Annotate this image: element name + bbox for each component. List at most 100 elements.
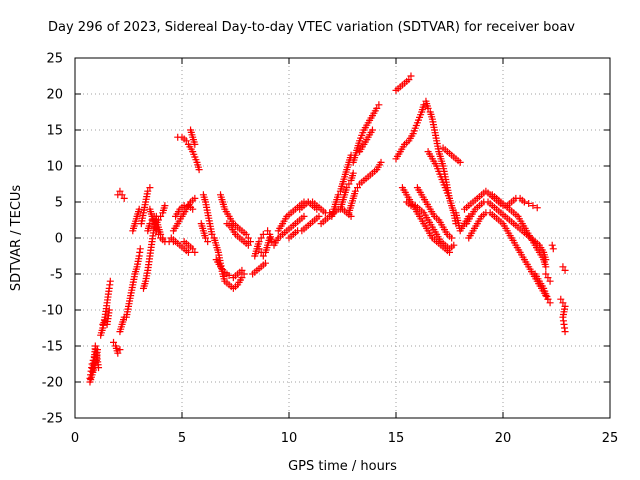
data-point: [345, 180, 353, 188]
data-point: [154, 230, 162, 238]
data-point: [259, 252, 267, 260]
series-s29: [249, 259, 269, 278]
y-axis-label: SDTVAR / TECUs: [9, 185, 24, 292]
y-axis-tick-labels: -25 -20 -15 -10 -5 0 5 10 15 20 25: [42, 52, 63, 427]
data-point: [146, 184, 154, 192]
series-s53: [465, 209, 552, 303]
data-point: [546, 277, 554, 285]
data-point: [368, 126, 376, 134]
data-point: [154, 216, 162, 224]
data-point: [191, 194, 199, 202]
y-tick-label: 25: [46, 52, 63, 67]
data-point: [549, 245, 557, 253]
series-s10: [129, 205, 143, 235]
data-point: [110, 338, 118, 346]
x-tick-label: 25: [602, 431, 619, 446]
data-point: [244, 241, 252, 249]
data-point: [208, 230, 216, 238]
series-s57: [542, 270, 554, 285]
data-point: [135, 205, 143, 213]
data-point: [424, 104, 432, 112]
data-point: [195, 166, 203, 174]
data-point: [191, 140, 199, 148]
data-point: [157, 212, 165, 220]
data-point: [544, 295, 552, 303]
data-point: [118, 191, 126, 199]
data-point: [144, 187, 152, 195]
axis-ticks: [74, 57, 611, 419]
x-axis-tick-labels: 0 5 10 15 20 25: [71, 431, 618, 446]
series-s59: [557, 295, 569, 336]
data-point: [255, 238, 263, 246]
y-tick-label: 15: [46, 124, 63, 139]
data-point: [244, 234, 252, 242]
data-point: [377, 158, 385, 166]
data-point: [204, 238, 212, 246]
data-point: [315, 212, 323, 220]
y-tick-label: 0: [55, 232, 63, 247]
series-s54: [488, 191, 550, 271]
series-s32: [264, 227, 276, 246]
data-point: [450, 241, 458, 249]
y-tick-label: 10: [46, 160, 63, 175]
data-point: [351, 187, 359, 195]
data-point: [548, 241, 556, 249]
data-point: [120, 194, 128, 202]
data-point: [242, 230, 250, 238]
data-point: [246, 238, 254, 246]
series-s39: [336, 169, 357, 213]
series-s36: [296, 198, 334, 217]
data-point: [544, 274, 552, 282]
data-point: [373, 104, 381, 112]
y-tick-label: -20: [42, 376, 63, 391]
data-point: [225, 271, 233, 279]
series-s58: [548, 241, 557, 253]
series-s06: [110, 338, 124, 357]
series-s43: [392, 72, 415, 94]
data-point: [405, 76, 413, 84]
data-point: [448, 234, 456, 242]
series-s26: [212, 256, 246, 282]
series-s40: [345, 158, 385, 217]
x-tick-label: 5: [178, 431, 186, 446]
data-point: [116, 346, 124, 354]
data-point: [561, 266, 569, 274]
data-point: [559, 299, 567, 307]
data-point: [407, 72, 415, 80]
grid: [75, 58, 610, 418]
data-point: [238, 266, 246, 274]
data-point: [152, 227, 160, 235]
data-point: [533, 204, 541, 212]
data-point: [546, 299, 554, 307]
data-point: [191, 248, 199, 256]
series-s21: [187, 126, 199, 148]
data-point: [202, 234, 210, 242]
series-s35: [285, 212, 323, 242]
data-point: [240, 270, 248, 278]
series-s56: [531, 270, 554, 307]
data-point: [446, 248, 453, 256]
series-s49: [439, 144, 464, 166]
series-s44: [392, 97, 453, 202]
data-point: [136, 245, 144, 253]
series-s33: [270, 212, 308, 249]
series-s28: [223, 220, 252, 249]
data-point: [334, 191, 342, 199]
data-point: [238, 274, 246, 282]
series-s11: [137, 184, 154, 228]
data-point: [259, 230, 267, 238]
x-axis-label: GPS time / hours: [288, 459, 397, 474]
data-point: [353, 184, 361, 192]
y-tick-label: -25: [42, 412, 63, 427]
data-point: [375, 101, 383, 109]
data-point: [557, 295, 565, 303]
data-point: [182, 137, 190, 145]
data-point: [189, 245, 197, 253]
series-s55: [520, 198, 541, 212]
data-point: [105, 306, 113, 314]
data-point: [189, 205, 197, 213]
series-s08: [114, 187, 128, 202]
data-point: [456, 158, 464, 166]
x-tick-label: 10: [281, 431, 298, 446]
series-s19: [172, 202, 197, 220]
